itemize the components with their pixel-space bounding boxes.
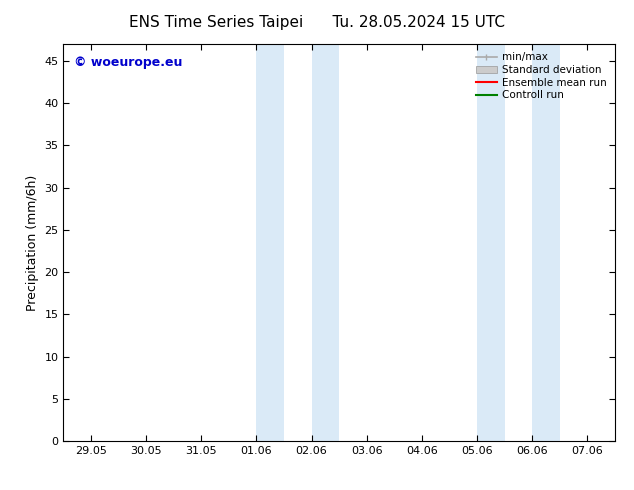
Bar <box>533 44 560 441</box>
Y-axis label: Precipitation (mm/6h): Precipitation (mm/6h) <box>26 174 39 311</box>
Text: © woeurope.eu: © woeurope.eu <box>74 56 183 69</box>
Bar <box>477 44 505 441</box>
Text: ENS Time Series Taipei      Tu. 28.05.2024 15 UTC: ENS Time Series Taipei Tu. 28.05.2024 15… <box>129 15 505 30</box>
Bar <box>312 44 339 441</box>
Legend: min/max, Standard deviation, Ensemble mean run, Controll run: min/max, Standard deviation, Ensemble me… <box>473 49 610 103</box>
Bar <box>256 44 284 441</box>
